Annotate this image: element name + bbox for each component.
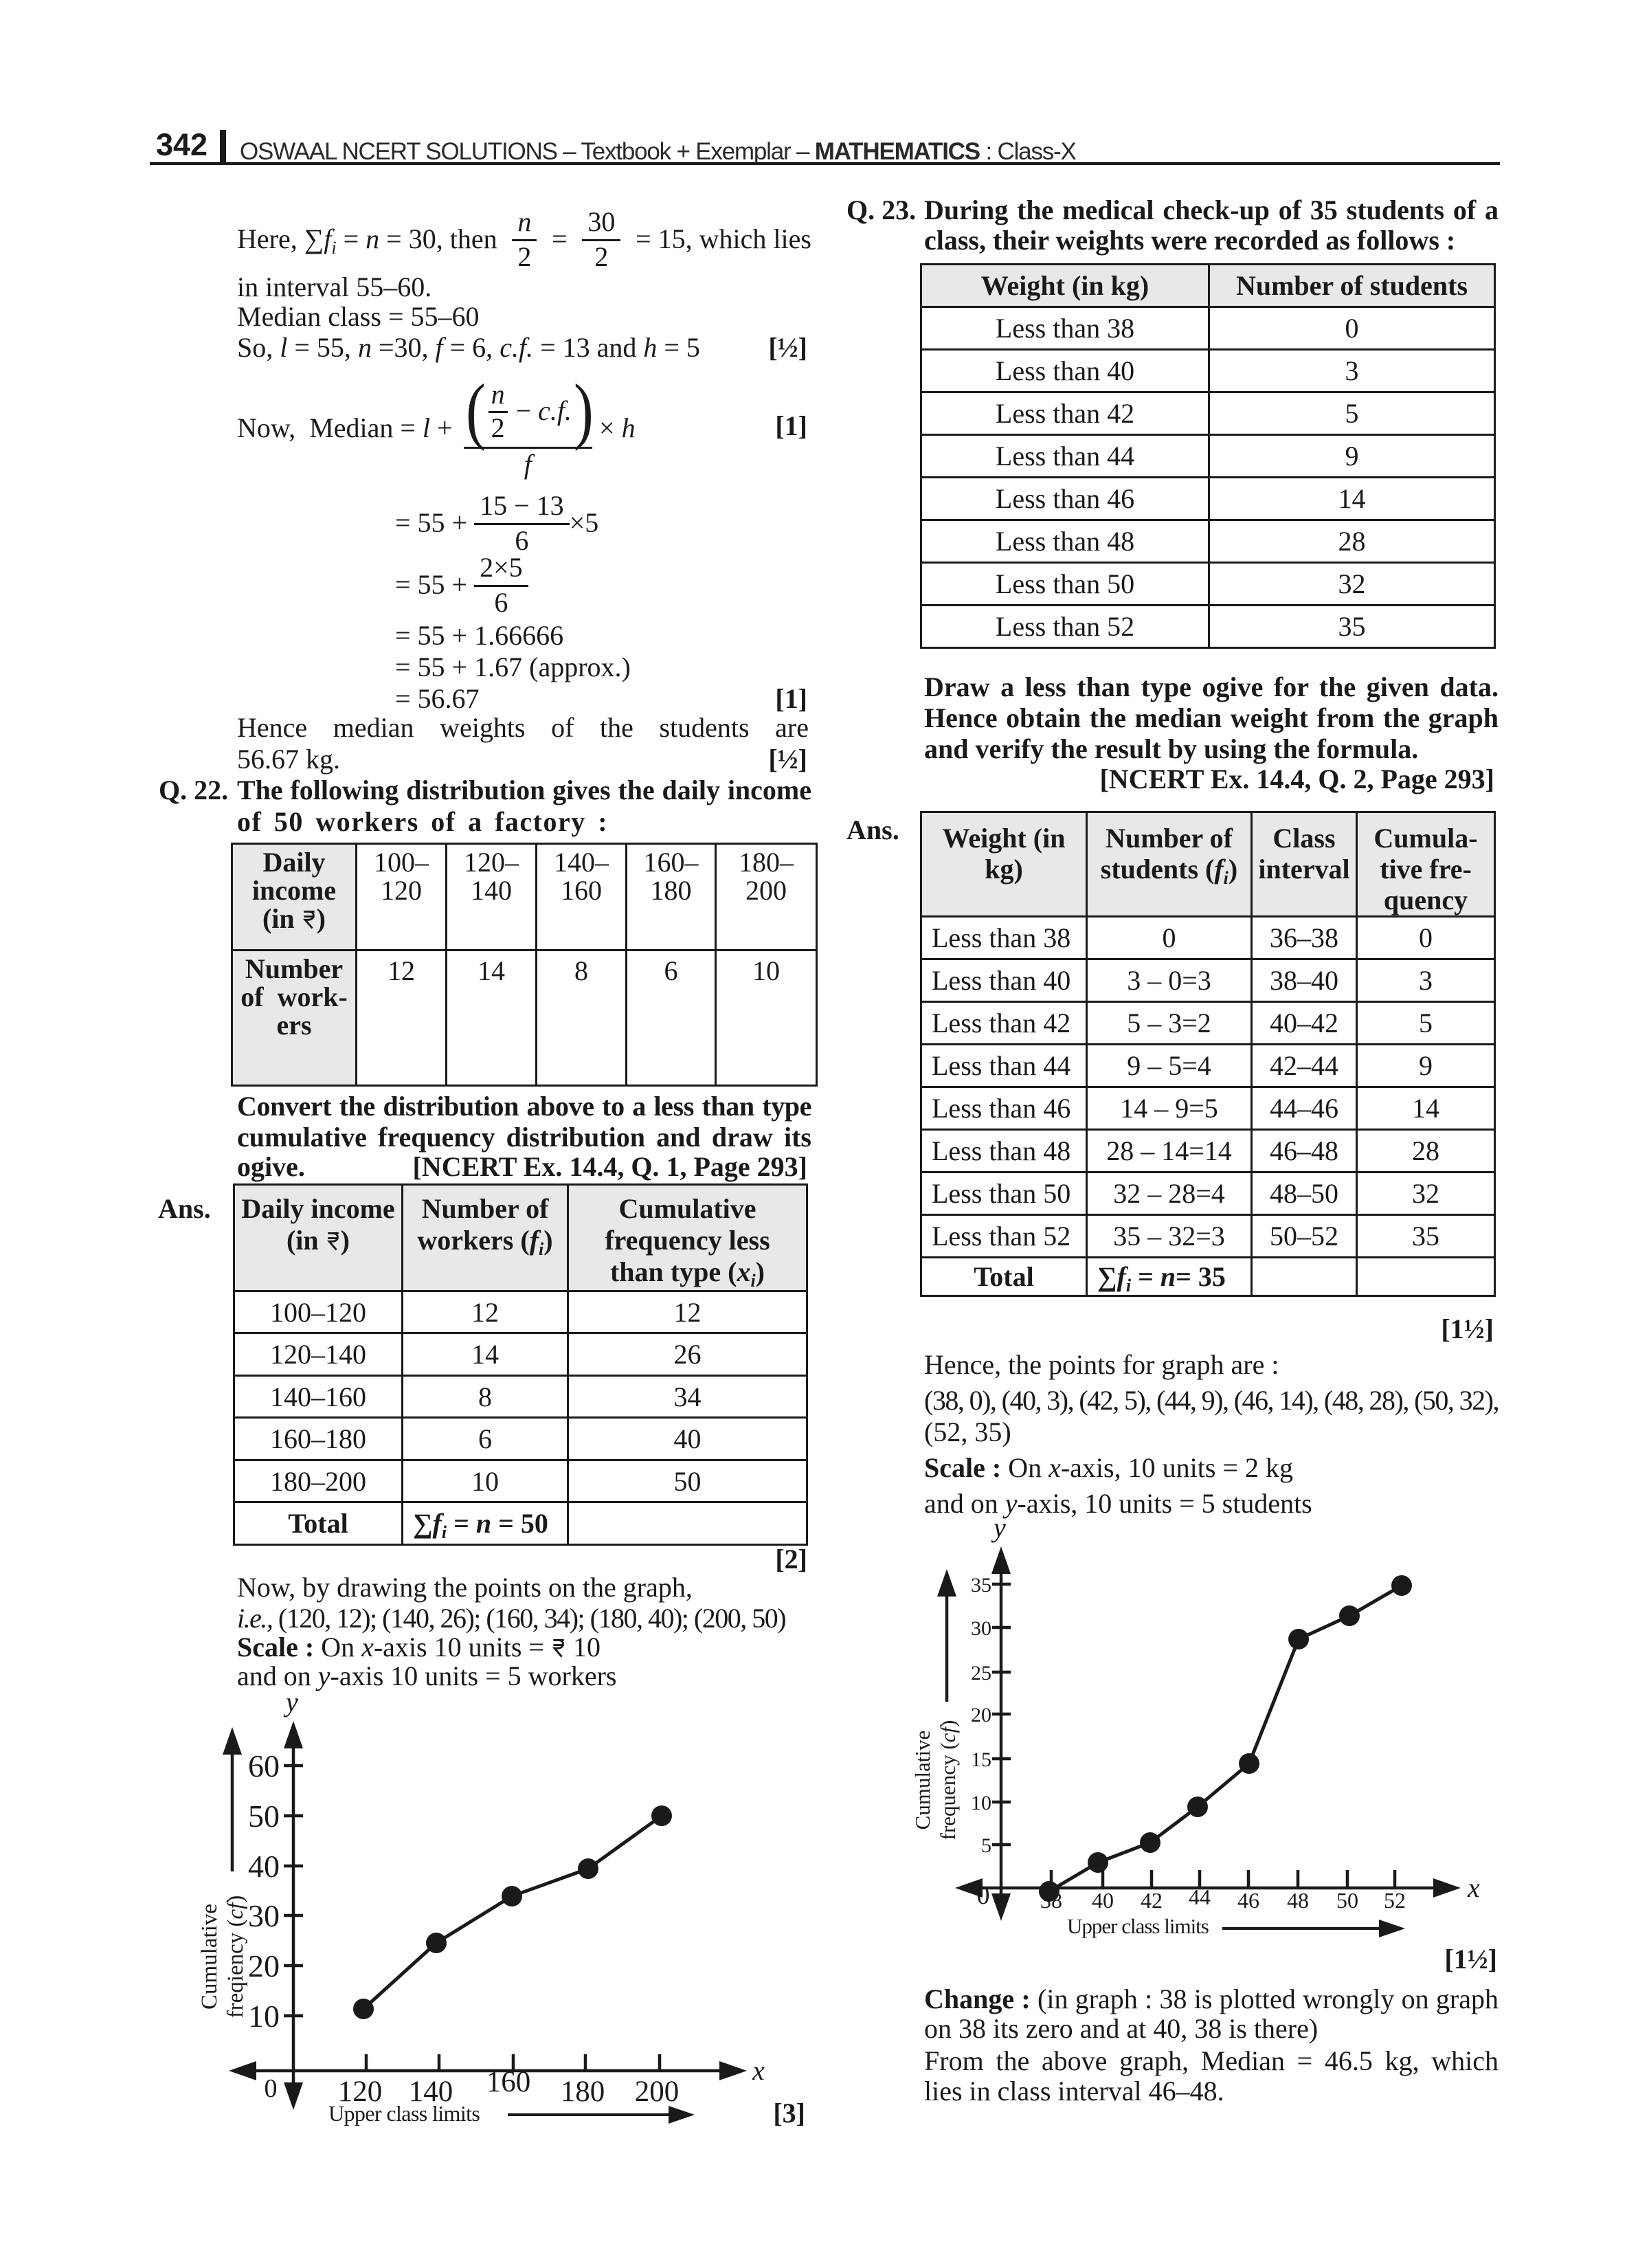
svg-text:42: 42 (1141, 1888, 1163, 1913)
svg-text:0: 0 (265, 2074, 278, 2103)
svg-text:200: 200 (635, 2076, 680, 2108)
svg-text:30: 30 (248, 1898, 280, 1933)
svg-text:frequency (cf): frequency (cf) (936, 1720, 960, 1841)
svg-text:y: y (283, 1692, 298, 1717)
svg-text:10: 10 (248, 1999, 280, 2034)
svg-text:140: 140 (409, 2076, 453, 2108)
svg-text:46: 46 (1237, 1888, 1259, 1913)
svg-text:52: 52 (1384, 1888, 1406, 1913)
svg-text:x: x (1467, 1872, 1480, 1903)
svg-text:Cumulative: Cumulative (197, 1904, 222, 2010)
svg-text:44: 44 (1189, 1885, 1211, 1909)
svg-text:20: 20 (971, 1704, 991, 1726)
svg-text:Upper class limits: Upper class limits (1067, 1914, 1209, 1938)
svg-text:30: 30 (971, 1617, 991, 1640)
svg-text:160: 160 (486, 2066, 531, 2098)
svg-text:5: 5 (981, 1834, 991, 1857)
svg-text:freqiency (cf): freqiency (cf) (223, 1895, 248, 2019)
svg-text:Cumulative: Cumulative (914, 1731, 934, 1830)
svg-text:10: 10 (971, 1792, 991, 1814)
svg-text:50: 50 (248, 1799, 280, 1834)
svg-text:120: 120 (338, 2076, 383, 2108)
svg-text:20: 20 (248, 1948, 280, 1983)
svg-text:48: 48 (1287, 1888, 1309, 1913)
svg-text:60: 60 (248, 1748, 280, 1783)
svg-text:35: 35 (971, 1574, 991, 1597)
svg-text:y: y (991, 1519, 1006, 1543)
svg-text:15: 15 (971, 1748, 991, 1771)
svg-text:0: 0 (977, 1881, 990, 1910)
svg-text:40: 40 (248, 1849, 280, 1884)
svg-text:x: x (752, 2055, 765, 2086)
svg-text:25: 25 (971, 1662, 991, 1685)
svg-text:180: 180 (561, 2076, 605, 2108)
svg-text:40: 40 (1092, 1888, 1114, 1913)
svg-text:50: 50 (1336, 1888, 1358, 1913)
svg-text:Upper class limits: Upper class limits (328, 2101, 480, 2126)
